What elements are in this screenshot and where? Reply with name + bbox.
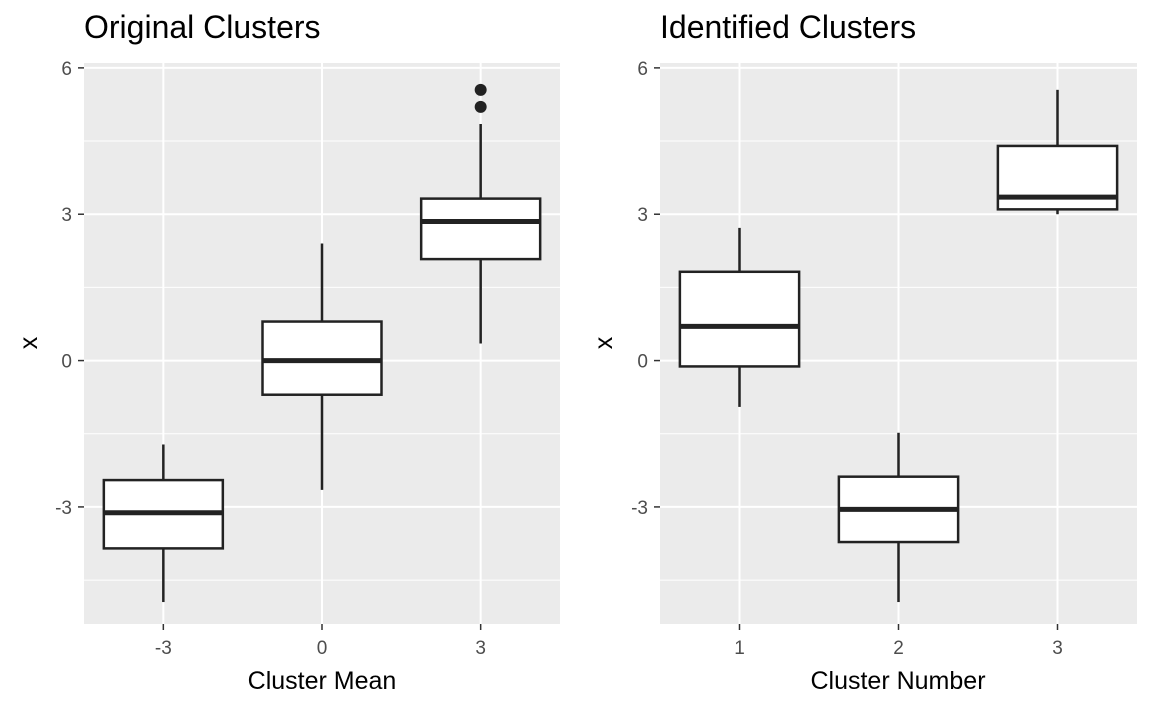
x-axis-title: Cluster Number [810, 667, 985, 695]
y-axis-title: x [15, 336, 43, 349]
box-2 [837, 432, 960, 603]
x-axis-title: Cluster Mean [248, 667, 397, 695]
panel-original-clusters: Original Clusters 6 3 0 -3 -3 0 3 Cluster Mean… [15, 9, 560, 695]
y-tick-label: 6 [61, 59, 72, 80]
box-iqr [996, 144, 1119, 211]
outlier-point [474, 83, 487, 96]
y-tick-label: 3 [61, 205, 72, 226]
y-tick-label: -3 [55, 498, 72, 519]
y-tick-label: 0 [61, 352, 72, 373]
box-3 [419, 83, 542, 344]
y-axis-title: x [590, 336, 618, 349]
chart-title: Original Clusters [84, 9, 321, 45]
box-iqr [419, 197, 542, 261]
box-series [678, 89, 1119, 603]
x-tick-label: 3 [1052, 638, 1063, 659]
box-0 [261, 243, 383, 490]
x-tick-label: 0 [317, 638, 328, 659]
x-tick-label: -3 [155, 638, 172, 659]
box-3 [996, 89, 1119, 215]
y-tick-label: -3 [631, 498, 648, 519]
axis-ticks: 6 3 0 -3 1 2 3 [631, 59, 1063, 659]
chart-title: Identified Clusters [660, 9, 916, 45]
y-tick-label: 6 [637, 59, 648, 80]
box-iqr [678, 270, 801, 368]
box--3 [102, 444, 225, 603]
x-tick-label: 3 [475, 638, 486, 659]
box-1 [678, 227, 801, 407]
y-tick-label: 0 [637, 352, 648, 373]
panel-identified-clusters: Identified Clusters 6 3 0 -3 1 2 3 Cluster Num… [590, 9, 1137, 695]
axis-ticks: 6 3 0 -3 -3 0 3 [55, 59, 486, 659]
x-tick-label: 2 [893, 638, 904, 659]
y-tick-label: 3 [637, 205, 648, 226]
box-series [102, 83, 542, 603]
outlier-point [474, 100, 487, 113]
x-tick-label: 1 [734, 638, 745, 659]
